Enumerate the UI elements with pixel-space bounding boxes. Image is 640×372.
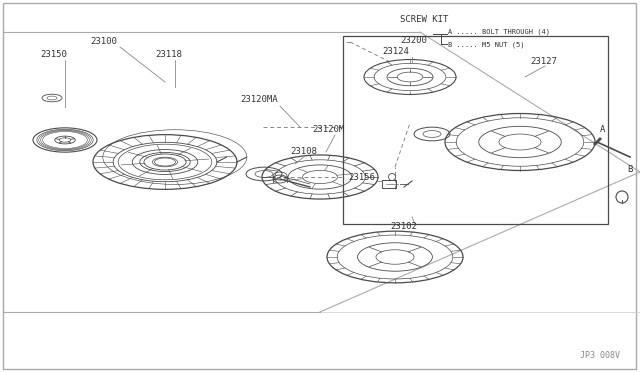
Text: 23156: 23156 xyxy=(348,173,375,182)
Bar xyxy=(343,36,608,224)
Text: 23108: 23108 xyxy=(290,147,317,156)
Text: B: B xyxy=(627,165,632,174)
Text: 23102: 23102 xyxy=(390,222,417,231)
Text: A ..... BOLT THROUGH (4): A ..... BOLT THROUGH (4) xyxy=(448,29,550,35)
Bar xyxy=(382,180,396,188)
Text: 23127: 23127 xyxy=(530,57,557,66)
Text: B ..... M5 NUT (5): B ..... M5 NUT (5) xyxy=(448,42,525,48)
Text: SCREW KIT: SCREW KIT xyxy=(400,15,449,24)
Text: 23150: 23150 xyxy=(40,50,67,59)
Text: 23118: 23118 xyxy=(155,50,182,59)
Text: 23100: 23100 xyxy=(90,37,117,46)
Text: 23200: 23200 xyxy=(400,36,427,45)
Text: JP3 008V: JP3 008V xyxy=(580,351,620,360)
Text: A: A xyxy=(600,125,605,134)
Text: 23120MA: 23120MA xyxy=(240,95,278,104)
Text: 23120M: 23120M xyxy=(312,125,344,134)
Text: 23124: 23124 xyxy=(382,47,409,56)
